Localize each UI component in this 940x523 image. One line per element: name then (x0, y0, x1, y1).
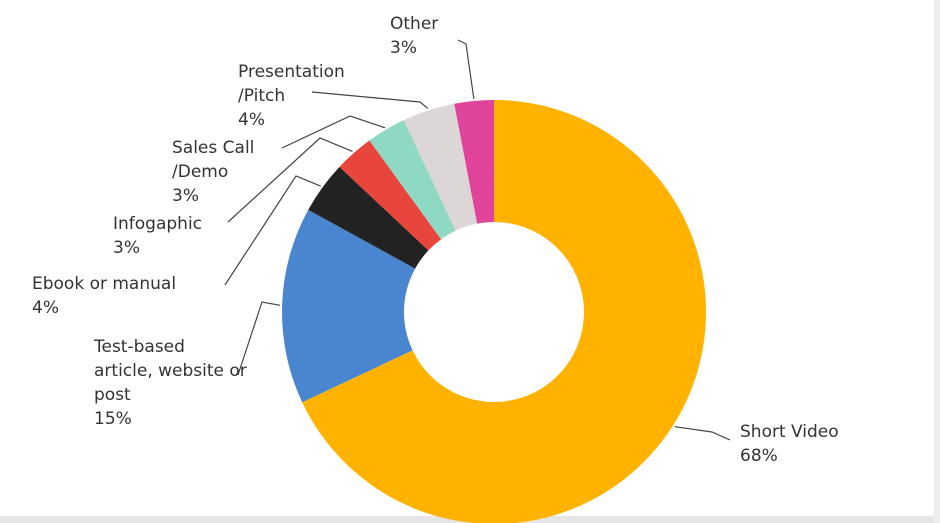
leader-line (674, 426, 731, 441)
leader-line (457, 39, 475, 100)
slice-label: /Pitch (238, 86, 285, 106)
slice (308, 166, 429, 269)
slice-label: Presentation (238, 62, 345, 82)
value-label: 4% (238, 110, 265, 130)
slice (339, 140, 442, 251)
value-label: 15% (94, 409, 132, 429)
slice-label: Other (390, 14, 438, 34)
leader-line (237, 301, 281, 376)
slice (282, 209, 416, 403)
value-label: 3% (113, 238, 140, 258)
slice-label: Short Video (740, 422, 839, 442)
slice-label: Sales Call (172, 138, 254, 158)
leader-line (227, 137, 353, 223)
value-label: 4% (32, 298, 59, 318)
slice (369, 120, 456, 240)
value-label: 68% (740, 446, 778, 466)
leader-line (281, 115, 386, 149)
leader-line (224, 175, 322, 286)
slice (454, 100, 494, 224)
slice-label: Infogaphic (113, 214, 202, 234)
slice (302, 100, 706, 523)
leader-line (311, 91, 429, 109)
value-label: 3% (172, 186, 199, 206)
right-border (934, 0, 940, 523)
slice-label: post (94, 385, 131, 405)
slice-label: Test-based (93, 337, 185, 357)
slice (403, 103, 478, 231)
slice-label: Ebook or manual (32, 274, 176, 294)
donut (282, 100, 706, 523)
slice-label: /Demo (172, 162, 228, 182)
value-label: 3% (390, 38, 417, 58)
slice-label: article, website or (94, 361, 247, 381)
